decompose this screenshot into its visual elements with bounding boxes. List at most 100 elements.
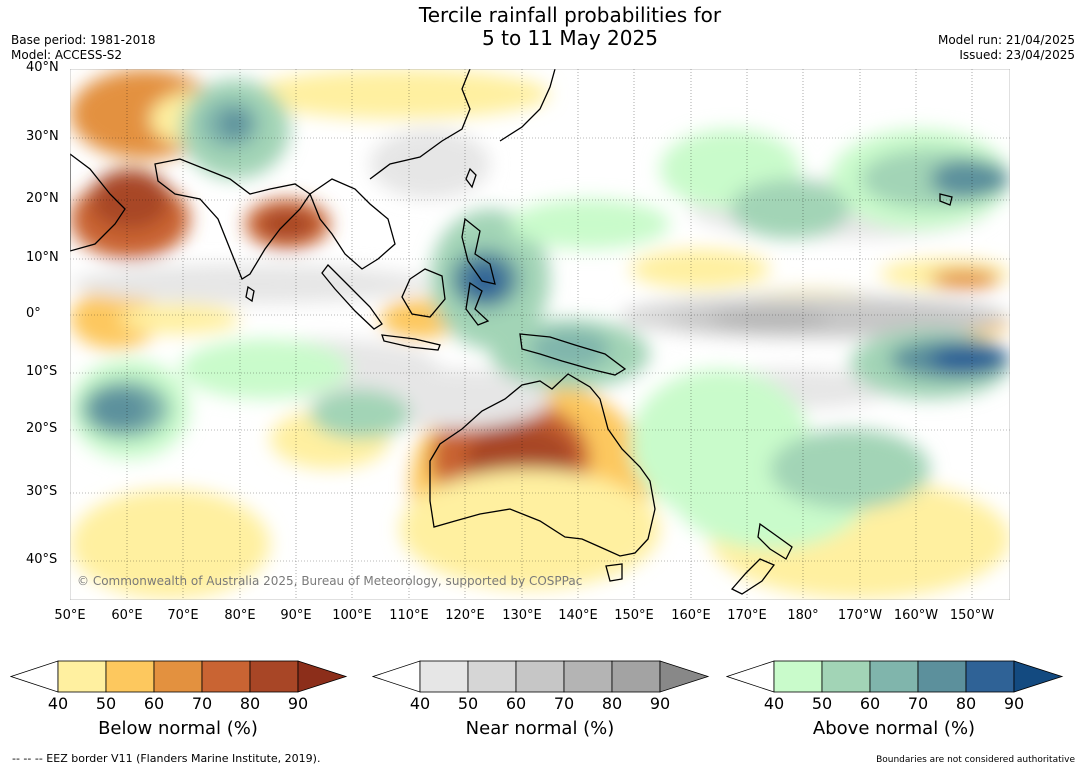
longitude-label: 150°E — [614, 608, 654, 623]
longitude-label: 60°E — [111, 608, 143, 623]
probability-region — [220, 109, 250, 139]
java-coastline — [381, 334, 441, 351]
meta-left: Base period: 1981-2018 Model: ACCESS-S2 — [11, 33, 156, 63]
longitude-label: 170°E — [727, 608, 767, 623]
colorbar-bin — [563, 660, 613, 693]
colorbar-bin — [773, 660, 823, 693]
taiwan-coastline — [465, 167, 477, 189]
colorbar-tick-label: 80 — [601, 694, 623, 713]
colorbar-low-extension — [10, 660, 59, 693]
colorbar-bin — [869, 660, 919, 693]
longitude-label: 110°E — [389, 608, 429, 623]
issued-date: Issued: 23/04/2025 — [959, 48, 1075, 62]
latitude-label: 30°S — [26, 484, 58, 499]
model-run: Model run: 21/04/2025 — [937, 33, 1075, 47]
longitude-label: 150°W — [949, 608, 995, 623]
colorbar-bin — [965, 660, 1015, 693]
map-title: Tercile rainfall probabilities for 5 to … — [0, 4, 1085, 50]
longitude-label: 160°E — [671, 608, 711, 623]
probability-region — [930, 344, 1010, 374]
longitude-label: 120°E — [445, 608, 485, 623]
colorbar-bin — [467, 660, 517, 693]
colorbar-bin — [515, 660, 565, 693]
colorbar-tick-label: 70 — [191, 694, 213, 713]
copyright-notice: © Commonwealth of Australia 2025, Bureau… — [77, 574, 583, 588]
probability-region — [630, 249, 770, 289]
longitude-label: 100°E — [332, 608, 372, 623]
colorbar-3 — [726, 660, 1064, 693]
hawaii-coastline — [939, 193, 953, 206]
latitude-label: 20°N — [26, 191, 59, 206]
probability-region — [90, 389, 150, 429]
colorbar-tick-label: 60 — [143, 694, 165, 713]
longitude-label: 80°E — [224, 608, 256, 623]
probability-region — [120, 304, 240, 334]
colorbar-tick-label: 70 — [907, 694, 929, 713]
colorbar-bin — [821, 660, 871, 693]
philippines-coastline — [461, 217, 496, 285]
longitude-label: 170°W — [837, 608, 883, 623]
longitude-label: 90°E — [280, 608, 312, 623]
longitude-label: 160°W — [893, 608, 939, 623]
colorbar-tick-label: 70 — [553, 694, 575, 713]
colorbar-2 — [372, 660, 710, 693]
probability-region — [180, 339, 350, 399]
probability-region — [710, 309, 830, 329]
eez-footnote: -- -- -- EEZ border V11 (Flanders Marine… — [12, 752, 321, 765]
indochina-coastline — [309, 178, 396, 270]
longitude-label: 130°E — [502, 608, 542, 623]
probability-region — [70, 264, 430, 304]
australia-coastline — [429, 373, 656, 557]
probability-region — [770, 429, 930, 509]
colorbar-tick-label: 50 — [811, 694, 833, 713]
latitude-label: 0° — [26, 306, 41, 321]
meta-right: Model run: 21/04/2025 Issued: 23/04/2025 — [938, 33, 1075, 63]
colorbar-tick-label: 80 — [955, 694, 977, 713]
longitude-label: 70°E — [167, 608, 199, 623]
colorbar-bin — [57, 660, 107, 693]
colorbar-bin — [105, 660, 155, 693]
graticule — [70, 69, 1010, 600]
colorbar-tick-label: 60 — [505, 694, 527, 713]
colorbar-bin — [419, 660, 469, 693]
boundary-disclaimer: Boundaries are not considered authoritat… — [876, 755, 1075, 765]
base-period: Base period: 1981-2018 — [11, 33, 156, 47]
colorbar-bin — [917, 660, 967, 693]
probability-region — [730, 179, 850, 239]
new-guinea-coastline — [519, 333, 627, 376]
colorbar-low-extension — [726, 660, 775, 693]
probability-region — [510, 199, 670, 249]
longitude-label: 140°E — [558, 608, 598, 623]
colorbar-tick-label: 40 — [409, 694, 431, 713]
colorbar-bin — [611, 660, 661, 693]
tasmania-coastline — [605, 563, 623, 582]
japan-coastline — [499, 69, 556, 142]
longitude-label: 50°E — [54, 608, 86, 623]
sri-lanka-coastline — [245, 285, 255, 303]
colorbar-title: Below normal (%) — [98, 718, 258, 739]
colorbar-tick-label: 40 — [47, 694, 69, 713]
longitude-label: 180° — [787, 608, 819, 623]
title-line-2: 5 to 11 May 2025 — [482, 26, 658, 50]
latitude-label: 10°S — [26, 364, 58, 379]
india-coastline — [154, 158, 311, 280]
sulawesi-coastline — [465, 281, 490, 326]
colorbar-tick-label: 50 — [457, 694, 479, 713]
colorbar-high-extension — [1013, 660, 1064, 693]
colorbar-bin — [201, 660, 251, 693]
probability-region — [260, 209, 315, 239]
colorbar-title: Near normal (%) — [465, 718, 615, 739]
new-zealand-south-coastline — [730, 558, 776, 595]
probability-shading — [70, 69, 1010, 599]
sumatra-coastline — [321, 264, 383, 330]
colorbar-tick-label: 80 — [239, 694, 261, 713]
title-line-1: Tercile rainfall probabilities for — [418, 3, 722, 27]
colorbar-1 — [10, 660, 348, 693]
probability-region — [930, 159, 1010, 199]
probability-region — [400, 469, 660, 589]
colorbar-title: Above normal (%) — [812, 718, 976, 739]
latitude-label: 10°N — [26, 250, 59, 265]
colorbar-bin — [249, 660, 299, 693]
colorbar-bin — [153, 660, 203, 693]
probability-region — [90, 169, 170, 229]
